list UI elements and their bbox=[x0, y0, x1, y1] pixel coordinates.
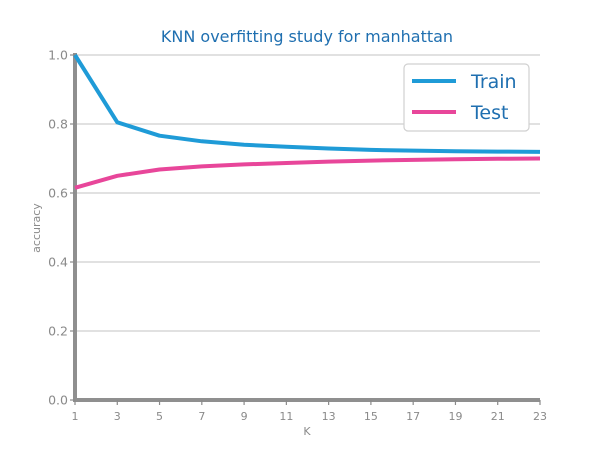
y-tick-label: 0.4 bbox=[48, 255, 68, 270]
y-axis-label: accuracy bbox=[30, 203, 43, 253]
x-tick-label: 3 bbox=[114, 410, 121, 423]
x-tick-label: 13 bbox=[322, 410, 336, 423]
x-tick-label: 15 bbox=[364, 410, 378, 423]
x-tick-label: 21 bbox=[491, 410, 505, 423]
tick-labels: 0.00.20.40.60.81.01 3 5 7 9 11 13 15 17 19 21 23 bbox=[48, 48, 547, 424]
x-tick-label: 23 bbox=[533, 410, 547, 423]
x-tick-label: 17 bbox=[406, 410, 420, 423]
legend: Train Test bbox=[403, 63, 530, 132]
y-tick-label: 1.0 bbox=[48, 48, 68, 63]
axes bbox=[73, 53, 540, 402]
series-line-train bbox=[73, 53, 541, 154]
x-tick-label: 7 bbox=[198, 410, 205, 423]
legend-label-train: Train bbox=[470, 71, 517, 93]
x-tick-label: 1 bbox=[72, 410, 79, 423]
x-tick-label: 19 bbox=[448, 410, 462, 423]
legend-label-test: Test bbox=[470, 102, 508, 124]
y-tick-label: 0.8 bbox=[48, 117, 68, 132]
series-lines bbox=[73, 53, 541, 190]
x-tick-label: 5 bbox=[156, 410, 163, 423]
y-tick-label: 0.6 bbox=[48, 186, 68, 201]
x-tick-label: 9 bbox=[241, 410, 248, 423]
chart-title: KNN overfitting study for manhattan bbox=[161, 27, 453, 46]
y-tick-label: 0.2 bbox=[48, 324, 68, 339]
x-tick-label: 11 bbox=[279, 410, 293, 423]
series-line-test bbox=[74, 156, 541, 190]
x-axis-label: K bbox=[303, 425, 311, 438]
y-tick-label: 0.0 bbox=[48, 393, 68, 408]
